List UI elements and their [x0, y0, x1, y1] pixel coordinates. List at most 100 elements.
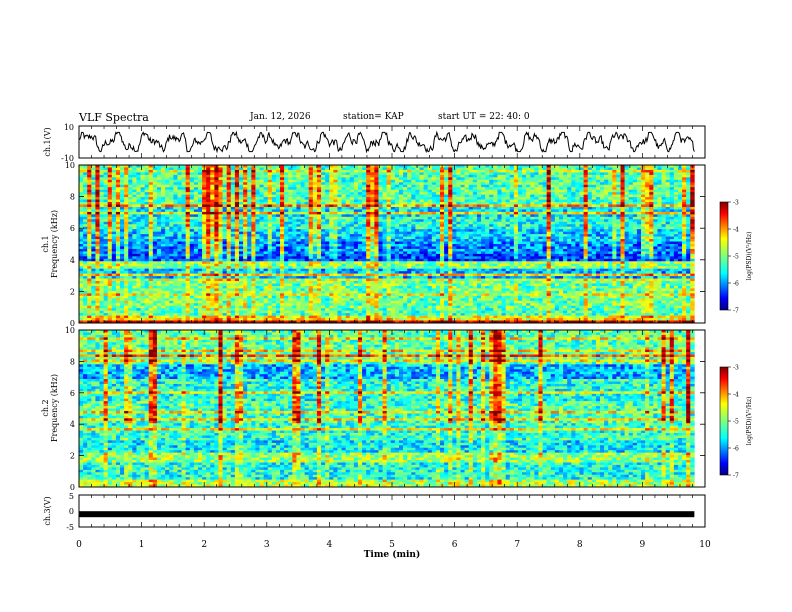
spectrogram-cell [173, 184, 178, 188]
spectrogram-cell [292, 177, 297, 181]
spectrogram-cell [337, 165, 342, 168]
spectrogram-cell [505, 226, 511, 230]
spectrogram-cell [673, 187, 679, 190]
spectrogram-cell [403, 192, 408, 195]
spectrogram-cell [206, 202, 211, 205]
spectrogram-cell [132, 221, 137, 225]
spectrogram-cell [329, 169, 334, 173]
spectrogram-cell [526, 231, 531, 235]
spectrogram-cell [144, 231, 150, 235]
spectrogram-cell [321, 165, 326, 168]
spectrogram-cell [431, 169, 437, 173]
spectrogram-cell [567, 197, 572, 200]
spectrogram-cell [99, 194, 104, 198]
spectrogram-cell [161, 204, 166, 208]
spectrogram-cell [612, 214, 617, 218]
spectrogram-cell [308, 177, 314, 181]
spectrogram-cell [444, 167, 449, 171]
spectrogram-cell [571, 172, 576, 176]
spectrogram-cell [226, 187, 232, 190]
spectrogram-cell [632, 219, 638, 223]
spectrogram-cell [337, 206, 342, 210]
spectrogram-cell [115, 169, 121, 173]
spectrogram-cell [79, 184, 84, 188]
spectrogram-cell [193, 172, 199, 176]
spectrogram-cell [366, 221, 371, 225]
spectrogram-cell [563, 206, 568, 210]
spectrogram-cell [148, 197, 154, 200]
spectrogram-cell [567, 177, 572, 181]
spectrogram-cell [349, 167, 355, 171]
spectrogram-cell [616, 209, 621, 213]
spectrogram-cell [423, 206, 428, 210]
spectrogram-cell [280, 192, 285, 195]
spectrogram-cell [690, 236, 695, 240]
spectrogram-cell [259, 211, 264, 215]
spectrogram-cell [370, 236, 375, 240]
spectrogram-cell [193, 206, 199, 210]
spectrogram-cell [226, 177, 232, 181]
spectrogram-cell [115, 236, 121, 240]
spectrogram-cell [468, 221, 474, 225]
spectrogram-cell [140, 172, 145, 176]
spectrogram-cell [628, 229, 634, 232]
spectrogram-cell [206, 165, 211, 168]
spectrogram-cell [103, 179, 109, 183]
spectrogram-cell [653, 244, 658, 247]
spectrogram-cell [407, 184, 412, 188]
spectrogram-cell [173, 209, 178, 213]
spectrogram-cell [238, 234, 244, 237]
spectrogram-cell [595, 184, 601, 188]
spectrogram-cell [185, 231, 191, 235]
spectrogram-cell [275, 239, 281, 242]
spectrogram-cell [161, 229, 166, 232]
spectrogram-cell [591, 165, 597, 168]
spectrogram-cell [546, 167, 552, 171]
spectrogram-cell [382, 184, 387, 188]
spectrogram-cell [83, 206, 88, 210]
spectrogram-cell [300, 184, 305, 188]
spectrogram-cell [234, 234, 240, 237]
spectrogram-cell [304, 179, 310, 183]
spectrogram-cell [115, 194, 121, 198]
spectrogram-cell [686, 229, 691, 232]
spectrogram-cell [357, 211, 363, 215]
spectrogram-cell [140, 194, 145, 198]
spectrogram-cell [370, 221, 375, 225]
spectrogram-cell [95, 234, 100, 237]
spectrogram-cell [132, 236, 137, 240]
spectrogram-cell [243, 202, 248, 205]
spectrogram-cell [263, 236, 269, 240]
spectrogram-cell [341, 199, 346, 203]
spectrogram-cell [456, 231, 461, 235]
spectrogram-cell [312, 221, 318, 225]
spectrogram-cell [378, 219, 383, 223]
spectrogram-cell [259, 226, 264, 230]
spectrogram-cell [333, 165, 338, 168]
spectrogram-cell [612, 229, 617, 232]
spectrogram-cell [185, 174, 191, 178]
spectrogram-cell [99, 204, 104, 208]
spectrogram-cell [132, 197, 137, 200]
spectrogram-cell [353, 239, 359, 242]
spectrogram-cell [415, 204, 420, 208]
spectrogram-cell [128, 202, 133, 205]
spectrogram-cell [595, 182, 601, 186]
spectrogram-cell [657, 211, 662, 215]
spectrogram-cell [563, 174, 568, 178]
spectrogram-cell [226, 182, 232, 186]
spectrogram-cell [296, 206, 301, 210]
spectrogram-cell [456, 184, 461, 188]
spectrogram-cell [152, 231, 158, 235]
spectrogram-cell [636, 202, 642, 205]
spectrogram-cell [472, 224, 478, 228]
spectrogram-cell [620, 229, 625, 232]
spectrogram-cell [238, 165, 244, 168]
spectrogram-cell [370, 226, 375, 230]
spectrogram-cell [234, 174, 240, 178]
spectrogram-cell [571, 239, 576, 242]
spectrogram-cell [210, 189, 215, 193]
spectrogram-cell [538, 199, 543, 203]
spectrogram-cell [349, 241, 355, 245]
spectrogram-cell [165, 199, 170, 203]
